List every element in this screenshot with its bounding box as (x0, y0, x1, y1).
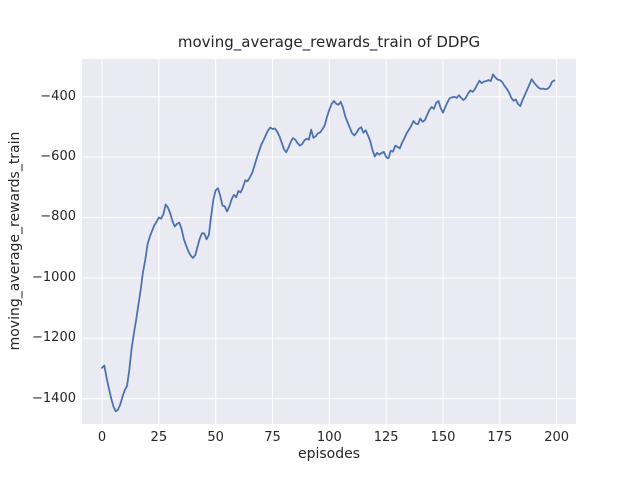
y-tick-label: −1000 (32, 269, 76, 285)
y-tick-label: −400 (40, 88, 76, 104)
plot-canvas (82, 59, 576, 424)
y-tick-label: −800 (40, 209, 76, 225)
x-tick-label: 200 (544, 430, 570, 445)
x-tick-label: 75 (264, 430, 281, 445)
chart-title: moving_average_rewards_train of DDPG (177, 33, 481, 51)
plot-area (82, 59, 576, 424)
x-tick-label: 0 (97, 430, 107, 445)
x-tick-label: 150 (430, 430, 456, 445)
y-tick-label: −1400 (32, 390, 76, 406)
x-axis-label: episodes (297, 446, 361, 462)
x-tick-label: 175 (487, 430, 513, 445)
y-tick-label: −1200 (32, 330, 76, 346)
x-tick-label: 125 (373, 430, 399, 445)
y-axis-label-text: moving_average_rewards_train (7, 131, 23, 351)
x-tick-label: 100 (316, 430, 342, 445)
data-line (101, 73, 556, 413)
x-tick-label: 25 (150, 430, 168, 445)
x-tick-label: 50 (207, 430, 224, 445)
y-tick-label: −600 (40, 149, 76, 165)
